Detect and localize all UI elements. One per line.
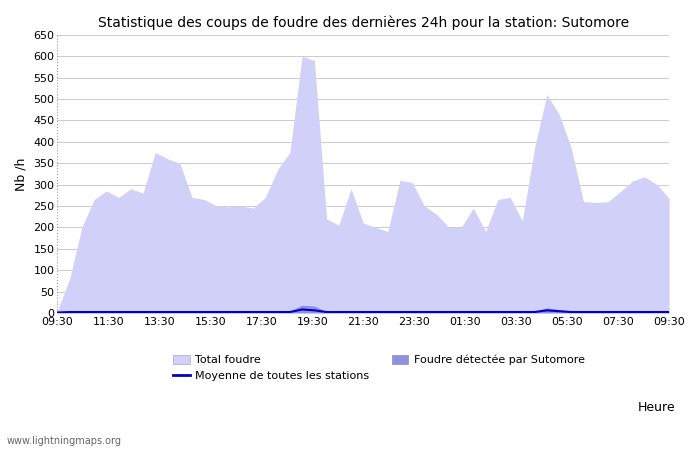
Legend: Total foudre, Moyenne de toutes les stations, Foudre détectée par Sutomore: Total foudre, Moyenne de toutes les stat… <box>173 355 585 381</box>
Text: Heure: Heure <box>638 401 676 414</box>
Title: Statistique des coups de foudre des dernières 24h pour la station: Sutomore: Statistique des coups de foudre des dern… <box>98 15 629 30</box>
Y-axis label: Nb /h: Nb /h <box>15 157 28 190</box>
Text: www.lightningmaps.org: www.lightningmaps.org <box>7 436 122 446</box>
